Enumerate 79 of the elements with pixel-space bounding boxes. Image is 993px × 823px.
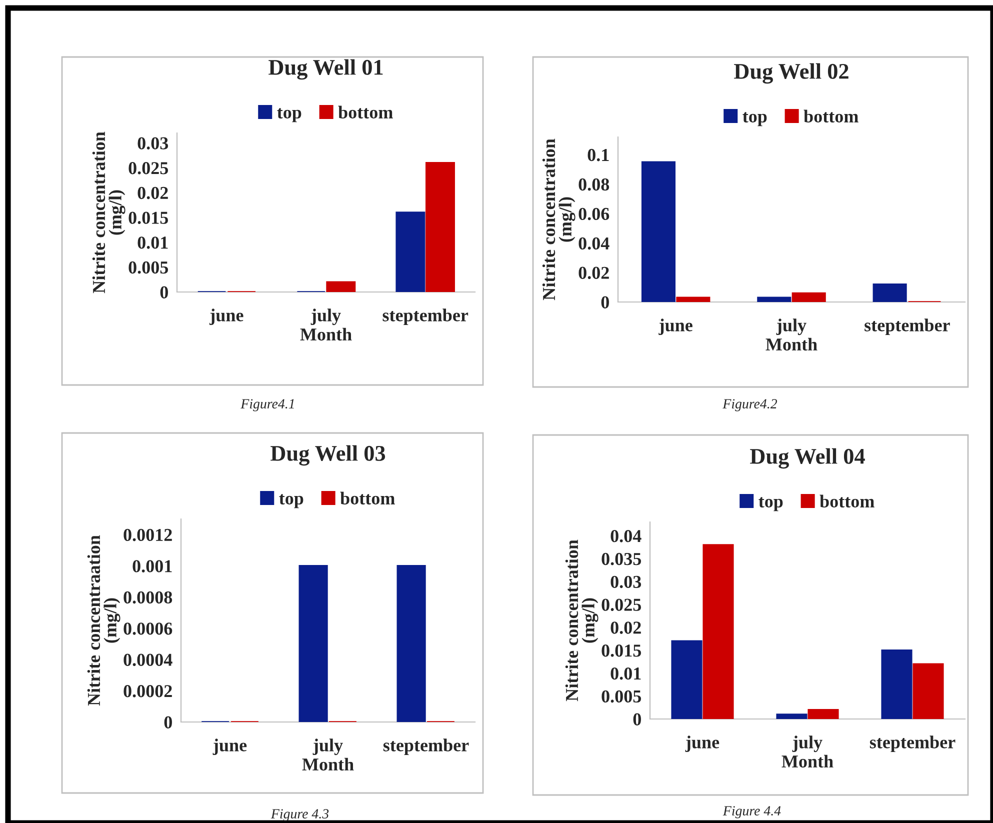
y-tick-label: 0.0002 xyxy=(124,685,172,698)
y-tick-label: 0.015 xyxy=(602,644,642,657)
bar xyxy=(757,296,792,302)
y-tick-label: 0.035 xyxy=(602,552,642,566)
y-tick-label: 0.001 xyxy=(132,560,172,572)
bar xyxy=(912,663,944,719)
legend-label: top xyxy=(279,494,304,508)
x-tick-label: june xyxy=(209,308,244,326)
x-tick-label: july xyxy=(776,318,806,336)
x-axis-title: Month xyxy=(766,338,818,351)
y-tick-label: 0.03 xyxy=(138,137,168,150)
y-tick-label: 0.025 xyxy=(602,598,642,611)
bar xyxy=(776,714,808,719)
y-tick-label: 0.01 xyxy=(138,236,168,249)
y-tick-label: 0 xyxy=(164,716,172,728)
chart-title: Dug Well 04 xyxy=(750,448,865,469)
y-tick-label: 0.015 xyxy=(128,212,168,224)
y-tick-label: 0.08 xyxy=(578,178,610,191)
legend-label: bottom xyxy=(820,494,874,508)
y-tick-label: 0.04 xyxy=(578,237,610,250)
chart-title: Dug Well 01 xyxy=(268,59,383,80)
bar xyxy=(881,649,912,719)
x-tick-label: july xyxy=(312,738,343,756)
x-tick-label: steptember xyxy=(870,736,956,752)
y-tick-label: 0.0004 xyxy=(124,654,172,666)
y-axis-title: Nitrite concentraation (mg/l) xyxy=(87,535,120,706)
x-axis-title: Month xyxy=(302,758,354,771)
chart-title: Dug Well 03 xyxy=(270,445,386,466)
y-tick-label: 0.01 xyxy=(610,667,641,680)
legend-label: top xyxy=(758,497,783,512)
bar xyxy=(872,283,907,302)
chart-title: Dug Well 02 xyxy=(734,63,848,84)
y-tick-label: 0.1 xyxy=(588,148,609,162)
bar xyxy=(671,640,702,719)
y-tick-label: 0 xyxy=(633,713,641,726)
y-axis-title: Nitrite concentration (mg/l) xyxy=(542,138,576,300)
bar xyxy=(676,296,710,302)
y-tick-label: 0.04 xyxy=(610,530,642,542)
bar xyxy=(396,212,426,292)
caption: Figure 4.3 xyxy=(270,809,329,822)
y-tick-label: 0 xyxy=(601,296,609,308)
x-tick-label: june xyxy=(658,318,692,336)
y-tick-label: 0.025 xyxy=(128,162,168,174)
bar xyxy=(425,162,455,292)
bar xyxy=(702,544,734,719)
y-tick-label: 0.02 xyxy=(138,186,168,200)
x-axis-title: Month xyxy=(782,754,834,768)
y-tick-label: 0 xyxy=(160,286,168,298)
y-axis-title: Nitrite concentration (mg/l) xyxy=(565,540,598,702)
x-tick-label: july xyxy=(792,736,822,752)
bar xyxy=(326,281,356,292)
legend-label: bottom xyxy=(338,106,393,118)
caption: Figure4.1 xyxy=(240,399,294,412)
x-tick-label: steptember xyxy=(383,738,469,756)
bar xyxy=(808,709,839,719)
y-tick-label: 0.02 xyxy=(578,266,609,280)
y-tick-label: 0.03 xyxy=(610,576,642,588)
caption: Figure 4.4 xyxy=(722,806,781,818)
caption: Figure4.2 xyxy=(722,399,778,412)
y-tick-label: 0.02 xyxy=(610,622,641,634)
x-tick-label: june xyxy=(685,736,720,752)
y-tick-label: 0.0012 xyxy=(124,528,172,542)
x-tick-label: steptember xyxy=(864,318,950,336)
legend-label: bottom xyxy=(340,492,395,504)
y-tick-label: 0.0008 xyxy=(124,591,172,604)
x-tick-label: june xyxy=(212,738,247,756)
y-tick-label: 0.0006 xyxy=(124,622,172,635)
legend-label: top xyxy=(742,112,767,126)
y-tick-label: 0.005 xyxy=(602,690,642,703)
x-tick-label: july xyxy=(310,308,341,326)
bar xyxy=(641,161,676,302)
y-tick-label: 0.005 xyxy=(128,261,168,274)
x-tick-label: steptember xyxy=(382,308,468,326)
legend-label: bottom xyxy=(804,110,858,122)
x-axis-title: Month xyxy=(300,328,352,341)
y-axis-title: Nitrite concentration (mg/l) xyxy=(92,132,126,294)
bar xyxy=(792,292,826,302)
y-tick-label: 0.06 xyxy=(578,208,610,220)
legend-label: top xyxy=(277,108,302,122)
